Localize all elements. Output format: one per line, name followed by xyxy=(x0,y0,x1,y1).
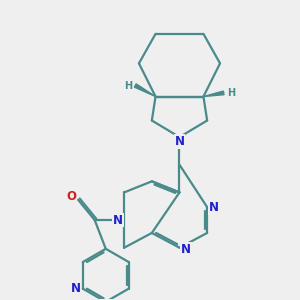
Text: N: N xyxy=(209,201,219,214)
Text: O: O xyxy=(67,190,76,202)
Text: N: N xyxy=(70,282,80,295)
Text: N: N xyxy=(175,135,184,148)
Text: N: N xyxy=(181,243,191,256)
Text: H: H xyxy=(227,88,235,98)
Polygon shape xyxy=(134,84,155,97)
Text: H: H xyxy=(124,81,132,91)
Text: N: N xyxy=(112,214,123,226)
Polygon shape xyxy=(203,91,224,97)
